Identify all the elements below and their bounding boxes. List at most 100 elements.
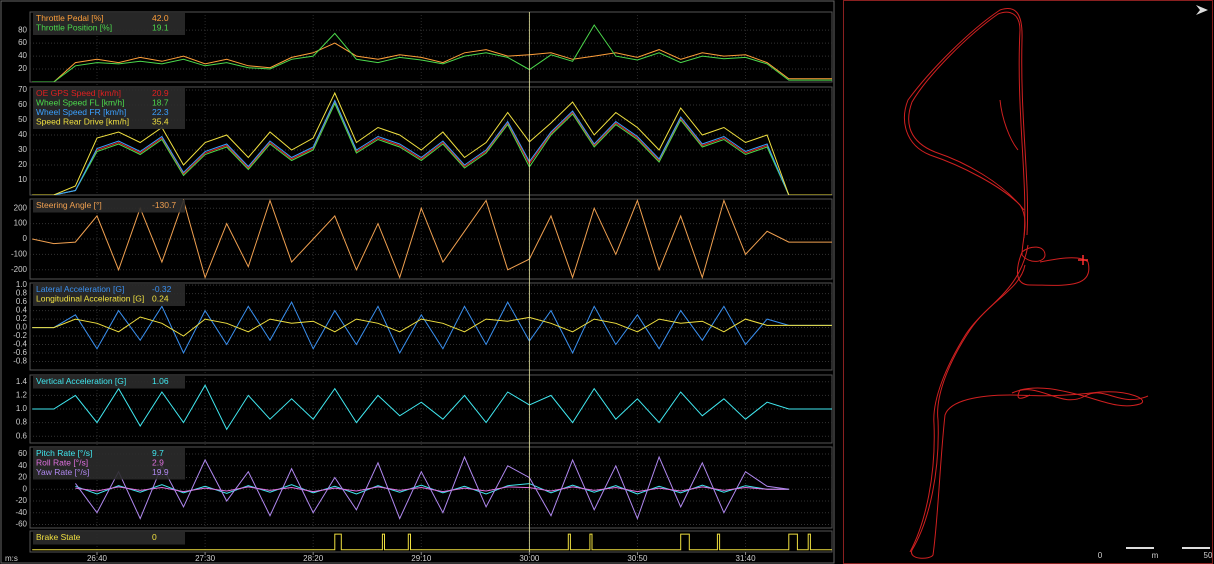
trace-line — [32, 384, 832, 431]
cursor-value: 0 — [152, 532, 157, 542]
y-tick-label: 0.0 — [16, 323, 28, 332]
plot-pane — [0, 0, 835, 564]
cursor-value: 20.9 — [152, 88, 169, 98]
legend-box — [33, 532, 185, 545]
y-tick-label: 0.6 — [16, 297, 28, 306]
y-tick-label: 200 — [14, 203, 28, 212]
y-tick-label: 70 — [18, 85, 27, 94]
cursor-value: 1.06 — [152, 376, 169, 386]
y-tick-label: 0.8 — [16, 289, 28, 298]
cursor-value: 19.1 — [152, 22, 169, 32]
map-arrow-icon — [1196, 5, 1208, 15]
trace-line — [32, 199, 832, 279]
track-cursor — [1078, 255, 1088, 265]
legend-box — [33, 200, 185, 213]
scale-bar: 0 m 50 — [1098, 546, 1213, 560]
y-tick-label: -0.6 — [13, 348, 27, 357]
trace-line — [32, 24, 832, 82]
legend-box — [33, 88, 185, 129]
legend-box — [33, 376, 185, 389]
y-tick-label: 20 — [18, 64, 27, 73]
x-axis-label: m:s — [5, 554, 18, 563]
legend-label: Throttle Pedal [%] — [36, 13, 104, 23]
legend-label: Lateral Acceleration [G] — [36, 284, 124, 294]
y-tick-label: 0.4 — [16, 306, 28, 315]
scale-label: 50 — [1204, 551, 1213, 560]
cursor-value: 0.24 — [152, 293, 169, 303]
scale-segment — [1154, 546, 1182, 550]
y-tick-label: 20 — [18, 473, 27, 482]
y-tick-label: 60 — [18, 100, 27, 109]
cursor-value: 42.0 — [152, 13, 169, 23]
x-tick-label: 28:20 — [303, 554, 324, 563]
y-tick-label: 30 — [18, 145, 27, 154]
panel-frame — [29, 530, 833, 553]
y-tick-label: 40 — [18, 51, 27, 60]
y-tick-label: -0.4 — [13, 340, 27, 349]
y-tick-label: 0.6 — [16, 431, 28, 440]
traces — [74, 455, 789, 521]
traces — [32, 91, 832, 195]
y-tick-label: 0 — [23, 234, 28, 243]
cursor-value: -0.32 — [152, 284, 172, 294]
legend-label: Roll Rate [°/s] — [36, 457, 88, 467]
legend-label: Yaw Rate [°/s] — [36, 467, 89, 477]
y-tick-label: 1.0 — [16, 404, 28, 413]
cursor-value: 22.3 — [152, 107, 169, 117]
track-map — [904, 8, 1149, 559]
x-tick-label: 30:00 — [519, 554, 540, 563]
cursor-value: 35.4 — [152, 116, 169, 126]
traces — [32, 301, 832, 355]
cursor-value: 18.7 — [152, 97, 169, 107]
y-tick-label: -100 — [11, 249, 28, 258]
cursor-value: 19.9 — [152, 467, 169, 477]
y-tick-label: 60 — [18, 449, 27, 458]
legend-label: Brake State — [36, 532, 81, 542]
y-tick-label: 100 — [14, 219, 28, 228]
trace-line — [75, 486, 789, 493]
traces — [32, 199, 832, 279]
y-tick-label: 40 — [18, 130, 27, 139]
traces — [32, 384, 832, 431]
trace-line — [74, 455, 789, 521]
scale-unit: m — [1152, 551, 1159, 560]
y-tick-label: 20 — [18, 160, 27, 169]
track-trace — [908, 11, 1149, 553]
y-tick-label: 0 — [23, 484, 28, 493]
y-tick-label: -20 — [15, 496, 27, 505]
y-tick-label: 40 — [18, 461, 27, 470]
cursor-value: 9.7 — [152, 448, 164, 458]
y-tick-label: 60 — [18, 38, 27, 47]
legend-label: Longitudinal Acceleration [G] — [36, 293, 144, 303]
y-tick-label: 1.4 — [16, 377, 28, 386]
cursor-value: 2.9 — [152, 457, 164, 467]
y-tick-label: 50 — [18, 115, 27, 124]
x-tick-label: 30:50 — [627, 554, 648, 563]
cursor-value: -130.7 — [152, 200, 176, 210]
y-tick-label: -200 — [11, 265, 28, 274]
x-tick-label: 31:40 — [736, 554, 757, 563]
legend-label: Pitch Rate [°/s] — [36, 448, 92, 458]
trace-line — [32, 99, 832, 195]
trace-line — [32, 91, 832, 195]
legend-box — [33, 448, 185, 480]
legend-label: Speed Rear Drive [km/h] — [36, 116, 129, 126]
y-tick-label: 1.0 — [16, 280, 28, 289]
y-tick-label: 80 — [18, 25, 27, 34]
legend-label: Wheel Speed FL [km/h] — [36, 97, 125, 107]
trace-line — [32, 301, 832, 355]
scale-label: 0 — [1098, 551, 1103, 560]
y-tick-label: -0.2 — [13, 331, 27, 340]
x-tick-label: 29:10 — [411, 554, 432, 563]
trace-line — [32, 533, 832, 551]
trace-line — [32, 100, 832, 195]
traces — [32, 533, 832, 551]
legend-label: Steering Angle [°] — [36, 200, 102, 210]
legend-label: Vertical Acceleration [G] — [36, 376, 126, 386]
legend-box — [33, 13, 185, 35]
x-tick-label: 27:30 — [195, 554, 216, 563]
legend-label: OE GPS Speed [km/h] — [36, 88, 121, 98]
traces — [32, 24, 832, 82]
